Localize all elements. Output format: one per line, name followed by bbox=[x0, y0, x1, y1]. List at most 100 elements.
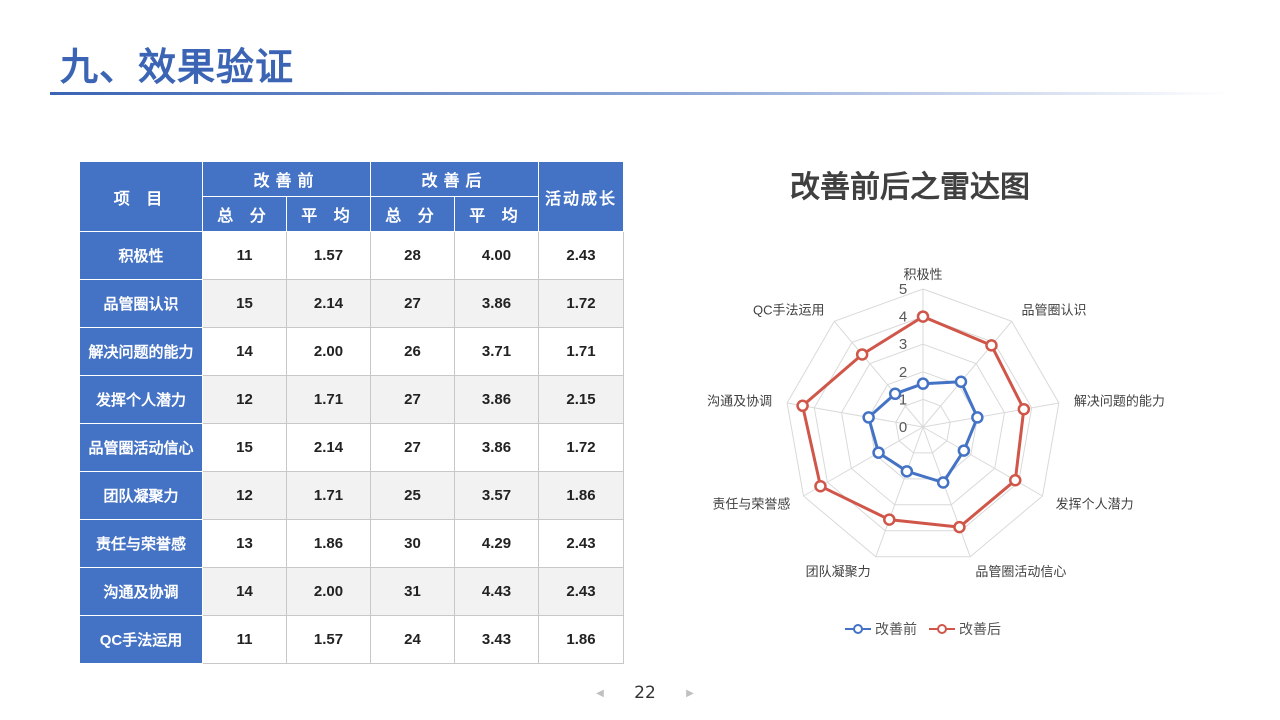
radar-point bbox=[900, 465, 914, 478]
table-row: 团队凝聚力 12 1.71 25 3.57 1.86 bbox=[79, 471, 625, 520]
header-after: 改善后 bbox=[370, 161, 540, 197]
radar-axis-label: 沟通及协调 bbox=[707, 393, 772, 408]
radar-point bbox=[883, 513, 896, 526]
radar-axis-label: QC手法运用 bbox=[753, 303, 825, 318]
table-row: QC手法运用 11 1.57 24 3.43 1.86 bbox=[79, 615, 625, 664]
cell-before-avg: 1.57 bbox=[285, 615, 372, 664]
radar-axis-label: 品管圈活动信心 bbox=[975, 564, 1066, 579]
radar-point bbox=[855, 348, 869, 361]
cell-after-avg: 3.86 bbox=[454, 423, 540, 472]
radar-spoke bbox=[922, 402, 1059, 428]
radar-spoke bbox=[922, 426, 1043, 497]
table-row: 品管圈活动信心 15 2.14 27 3.86 1.72 bbox=[79, 423, 625, 472]
radar-point bbox=[872, 446, 885, 459]
cell-after-avg: 4.29 bbox=[454, 519, 540, 568]
row-label: QC手法运用 bbox=[79, 615, 203, 664]
legend-label-before: 改善前 bbox=[875, 622, 917, 638]
row-label: 品管圈认识 bbox=[79, 279, 203, 328]
radar-axis-label: 发挥个人潜力 bbox=[1056, 497, 1134, 512]
chart-title: 改善前后之雷达图 bbox=[790, 170, 1030, 205]
cell-after-avg: 4.00 bbox=[454, 231, 540, 280]
cell-growth: 1.71 bbox=[538, 327, 625, 376]
header-after-total: 总 分 bbox=[370, 196, 456, 232]
radar-axis-label: 责任与荣誉感 bbox=[712, 497, 790, 512]
page-number: 22 bbox=[634, 683, 656, 703]
cell-growth: 1.72 bbox=[538, 423, 625, 472]
cell-after-total: 24 bbox=[370, 615, 456, 664]
radar-grid-ring bbox=[813, 316, 1033, 532]
radar-point bbox=[862, 411, 875, 424]
cell-after-total: 27 bbox=[370, 279, 456, 328]
radar-point bbox=[936, 476, 950, 489]
table-row: 责任与荣誉感 13 1.86 30 4.29 2.43 bbox=[79, 519, 625, 568]
cell-before-avg: 2.14 bbox=[285, 423, 372, 472]
slide-title: 九、效果验证 bbox=[60, 45, 295, 89]
radar-tick-label: 3 bbox=[899, 336, 907, 353]
legend-item-after: 改善后 bbox=[929, 619, 1001, 639]
legend-marker-after-icon bbox=[929, 624, 955, 634]
cell-after-total: 30 bbox=[370, 519, 456, 568]
cell-before-total: 11 bbox=[202, 231, 287, 280]
header-before-total: 总 分 bbox=[202, 196, 287, 232]
cell-after-total: 26 bbox=[370, 327, 456, 376]
radar-grid-ring bbox=[868, 371, 978, 480]
row-label: 责任与荣誉感 bbox=[79, 519, 203, 568]
radar-point bbox=[916, 310, 930, 323]
title-underline bbox=[50, 92, 1230, 95]
legend-label-after: 改善后 bbox=[959, 622, 1001, 638]
cell-before-avg: 1.71 bbox=[285, 471, 372, 520]
cell-growth: 2.43 bbox=[538, 231, 625, 280]
row-label: 沟通及协调 bbox=[79, 567, 203, 616]
radar-grid-ring bbox=[786, 288, 1060, 558]
radar-tick-label: 1 bbox=[899, 391, 907, 408]
cell-after-total: 31 bbox=[370, 567, 456, 616]
radar-series-line bbox=[801, 315, 1026, 529]
cell-growth: 1.86 bbox=[538, 615, 625, 664]
triangle-right-icon[interactable]: ▶ bbox=[686, 687, 694, 699]
cell-before-avg: 2.00 bbox=[285, 327, 372, 376]
legend-item-before: 改善前 bbox=[845, 619, 917, 639]
radar-spoke bbox=[922, 426, 971, 557]
radar-point bbox=[814, 479, 827, 493]
cell-after-avg: 3.86 bbox=[454, 375, 540, 424]
radar-spoke bbox=[787, 402, 924, 428]
radar-point bbox=[796, 399, 809, 413]
cell-after-avg: 3.57 bbox=[454, 471, 540, 520]
radar-spoke bbox=[833, 320, 924, 428]
cell-before-total: 12 bbox=[202, 471, 287, 520]
table-row: 发挥个人潜力 12 1.71 27 3.86 2.15 bbox=[79, 375, 625, 424]
table-row: 解决问题的能力 14 2.00 26 3.71 1.71 bbox=[79, 327, 625, 376]
cell-before-avg: 1.57 bbox=[285, 231, 372, 280]
cell-before-avg: 2.14 bbox=[285, 279, 372, 328]
row-label: 积极性 bbox=[79, 231, 203, 280]
row-label: 发挥个人潜力 bbox=[79, 375, 203, 424]
cell-after-avg: 3.43 bbox=[454, 615, 540, 664]
triangle-left-icon[interactable]: ◀ bbox=[596, 687, 604, 699]
header-growth: 活动成长 bbox=[538, 161, 625, 232]
radar-series-line bbox=[867, 380, 979, 484]
header-after-average: 平 均 bbox=[454, 196, 540, 232]
results-table: 项 目 改善前 改善后 活动成长 总 分 平 均 总 分 平 均 积极性 11 1.… bbox=[79, 161, 625, 664]
cell-before-total: 14 bbox=[202, 327, 287, 376]
cell-after-total: 28 bbox=[370, 231, 456, 280]
radar-point bbox=[1017, 402, 1031, 416]
radar-point bbox=[954, 375, 968, 389]
table-row: 沟通及协调 14 2.00 31 4.43 2.43 bbox=[79, 567, 625, 616]
table-row: 品管圈认识 15 2.14 27 3.86 1.72 bbox=[79, 279, 625, 328]
cell-after-total: 27 bbox=[370, 375, 456, 424]
cell-before-total: 14 bbox=[202, 567, 287, 616]
radar-spoke bbox=[875, 426, 924, 557]
radar-point bbox=[888, 387, 902, 401]
radar-point bbox=[971, 411, 984, 424]
radar-point bbox=[916, 377, 930, 390]
table-row: 积极性 11 1.57 28 4.00 2.43 bbox=[79, 231, 625, 280]
radar-tick-label: 5 bbox=[899, 281, 907, 298]
cell-growth: 2.43 bbox=[538, 519, 625, 568]
radar-tick-label: 2 bbox=[899, 364, 907, 381]
radar-grid-ring bbox=[895, 398, 951, 454]
cell-before-total: 15 bbox=[202, 423, 287, 472]
table-body: 积极性 11 1.57 28 4.00 2.43 品管圈认识 15 2.14 27 3.86 1.72… bbox=[79, 231, 625, 664]
cell-growth: 2.43 bbox=[538, 567, 625, 616]
cell-before-avg: 2.00 bbox=[285, 567, 372, 616]
header-item: 项 目 bbox=[79, 161, 203, 232]
